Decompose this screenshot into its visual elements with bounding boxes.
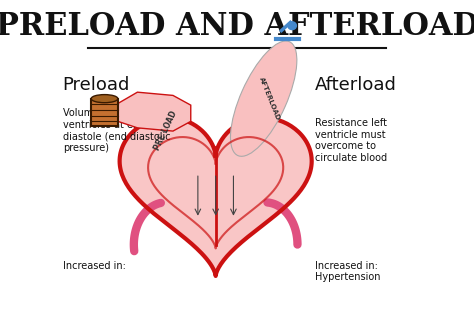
Circle shape bbox=[288, 22, 296, 30]
Text: AFTERLOAD: AFTERLOAD bbox=[258, 76, 281, 121]
Text: Volume of blood in
ventricles at end of
diastole (end diastolic
pressure): Volume of blood in ventricles at end of … bbox=[63, 108, 170, 153]
Text: Preload: Preload bbox=[63, 76, 130, 94]
Text: Increased in:: Increased in: bbox=[63, 261, 126, 271]
Polygon shape bbox=[119, 118, 312, 276]
Bar bbox=[91, 99, 118, 126]
Polygon shape bbox=[118, 92, 191, 131]
Ellipse shape bbox=[230, 41, 297, 156]
Text: PRE LOAD: PRE LOAD bbox=[153, 110, 179, 152]
Text: Resistance left
ventricle must
overcome to
circulate blood: Resistance left ventricle must overcome … bbox=[315, 118, 387, 163]
Ellipse shape bbox=[91, 95, 118, 103]
Text: Afterload: Afterload bbox=[315, 76, 397, 94]
Text: PRELOAD AND AFTERLOAD: PRELOAD AND AFTERLOAD bbox=[0, 11, 474, 42]
Text: Increased in:
Hypertension: Increased in: Hypertension bbox=[315, 261, 381, 283]
